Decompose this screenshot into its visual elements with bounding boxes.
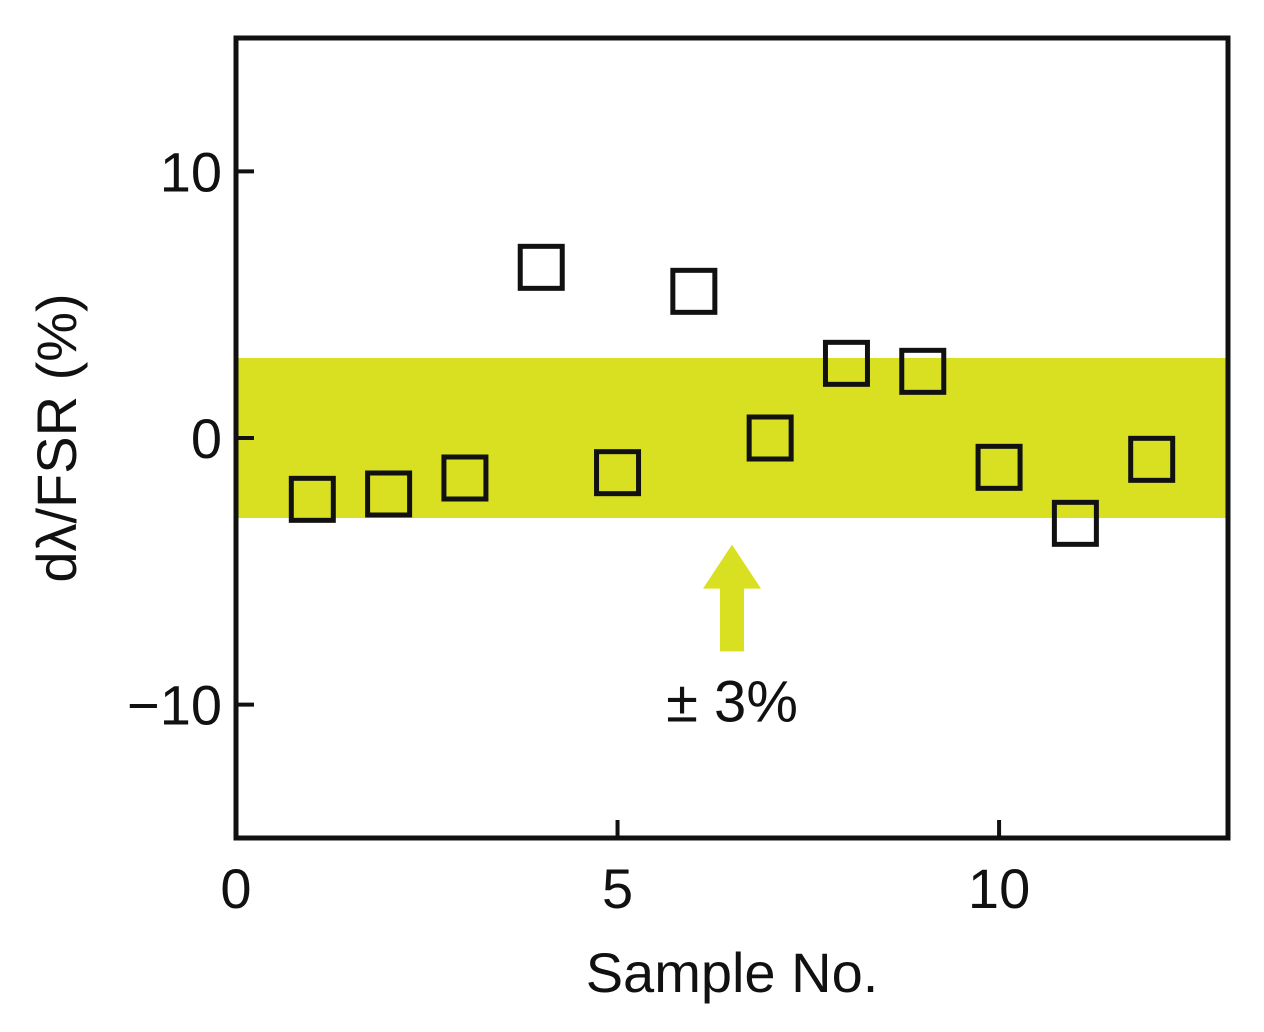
y-tick-label: −10: [127, 674, 222, 737]
data-point: [365, 470, 413, 518]
x-axis-label: Sample No.: [586, 941, 879, 1004]
data-point: [594, 449, 642, 497]
data-point: [441, 454, 489, 502]
data-point: [517, 243, 565, 291]
y-tick-label: 10: [160, 140, 222, 203]
data-point: [1051, 499, 1099, 547]
x-tick-label: 0: [220, 857, 251, 920]
y-tick-label: 0: [191, 407, 222, 470]
band-annotation-label: ± 3%: [666, 669, 798, 734]
band-annotation-arrow: [703, 544, 761, 652]
data-point: [822, 339, 870, 387]
tolerance-band: [236, 358, 1228, 518]
data-point: [746, 414, 794, 462]
data-point: [288, 475, 336, 523]
x-tick-label: 5: [602, 857, 633, 920]
y-axis-label: dλ/FSR (%): [25, 293, 88, 582]
data-point: [670, 267, 718, 315]
x-tick-label: 10: [968, 857, 1030, 920]
data-point: [975, 443, 1023, 491]
data-point: [899, 347, 947, 395]
data-point: [1128, 435, 1176, 483]
